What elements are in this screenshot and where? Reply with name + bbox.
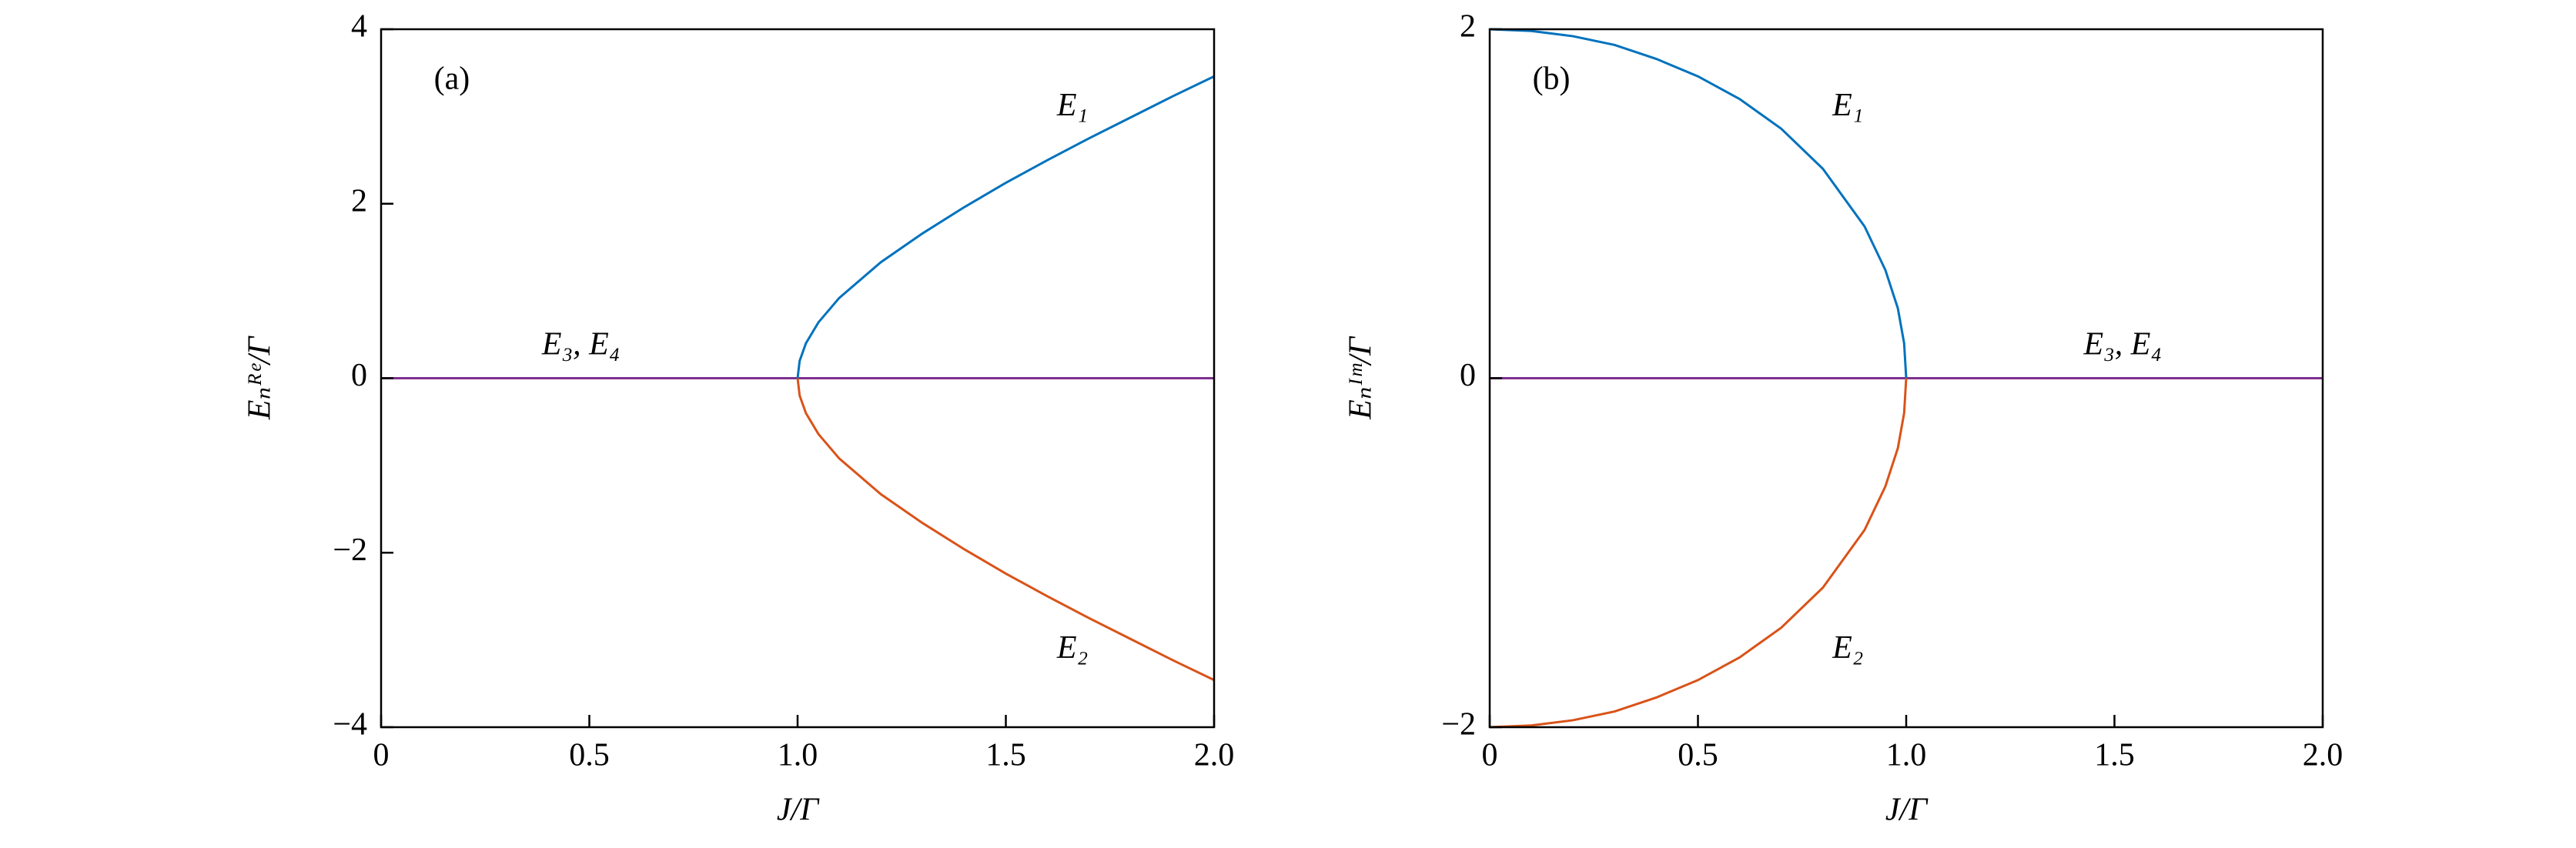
x-tick-label: 1.0 [1886, 738, 1927, 773]
y-tick-label: 2 [1460, 9, 1476, 45]
series-label: E₂ [1832, 630, 1863, 666]
series-label: E₂ [1056, 630, 1088, 666]
x-tick-label: 0 [373, 738, 390, 773]
x-axis-label: J/Γ [777, 793, 820, 828]
y-tick-label: 4 [351, 9, 367, 45]
series-label: E₃, E₄ [541, 326, 621, 362]
series-line [1489, 378, 1908, 729]
x-tick-label: 1.5 [2094, 738, 2135, 773]
y-tick-label: 0 [1460, 358, 1476, 393]
y-axis-label: Eₙᴿᵉ/Γ [243, 336, 278, 421]
x-tick-label: 2.0 [1194, 738, 1235, 773]
series-label: E₁ [1056, 88, 1088, 123]
x-axis-label: J/Γ [1885, 793, 1929, 828]
panel: E₃, E₄ E₁ E₂ 0 0.5 1.0 1.5 2.0 −4 −2 0 2 4 (a) J/Γ Eₙᴿᵉ… [243, 9, 1235, 828]
series-line [1489, 28, 1908, 379]
y-tick-label: −2 [1441, 707, 1476, 743]
series-line [796, 75, 1215, 379]
y-axis-label: Eₙᴵᵐ/Γ [1343, 336, 1379, 420]
panel-label: (a) [434, 62, 470, 97]
y-tick-label: −2 [333, 533, 367, 568]
x-tick-label: 0 [1482, 738, 1498, 773]
x-tick-label: 0.5 [1678, 738, 1718, 773]
x-tick-label: 1.0 [778, 738, 818, 773]
series-label: E₁ [1832, 88, 1863, 123]
x-tick-label: 1.5 [985, 738, 1026, 773]
series-label: E₃, E₄ [2083, 326, 2163, 362]
x-tick-label: 2.0 [2303, 738, 2343, 773]
x-tick-label: 0.5 [569, 738, 610, 773]
panel-label: (b) [1533, 62, 1571, 97]
y-tick-label: 2 [351, 183, 367, 219]
y-tick-label: −4 [333, 707, 367, 743]
series-line [796, 378, 1215, 682]
y-tick-label: 0 [351, 358, 367, 393]
